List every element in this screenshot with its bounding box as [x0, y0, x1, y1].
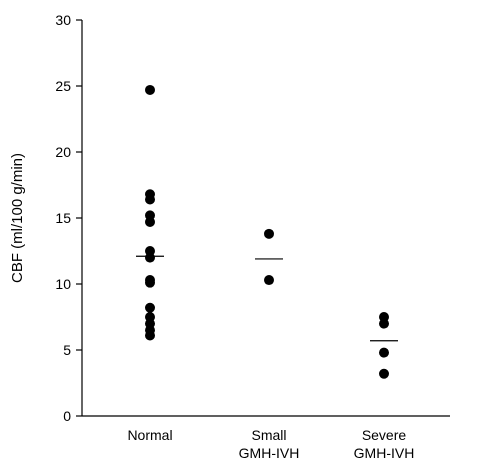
y-tick-label-0: 0 — [63, 408, 71, 424]
category-label-0-0: Normal — [127, 427, 172, 443]
data-point-2-2 — [379, 347, 389, 358]
y-tick-label-15: 15 — [55, 210, 71, 226]
data-point-0-2 — [145, 194, 155, 205]
y-tick-label-10: 10 — [55, 276, 71, 292]
category-label-2-1: GMH-IVH — [354, 445, 415, 461]
data-point-0-0 — [145, 84, 155, 95]
data-point-0-9 — [145, 302, 155, 313]
x-category-labels: Normal Small GMH-IVH Severe GMH-IVH — [127, 427, 414, 461]
y-axis-title: CBF (ml/100 g/min) — [9, 153, 26, 283]
category-label-1-1: GMH-IVH — [239, 445, 300, 461]
category-label-1-0: Small — [251, 427, 286, 443]
category-label-2-0: Severe — [362, 427, 407, 443]
axes — [81, 20, 450, 417]
data-point-1-0 — [264, 228, 274, 239]
data-point-2-1 — [379, 318, 389, 329]
y-ticks: 0 5 10 15 20 25 30 — [55, 12, 82, 424]
y-tick-label-20: 20 — [55, 144, 71, 160]
data-point-0-6 — [145, 252, 155, 263]
data-point-2-3 — [379, 368, 389, 379]
y-tick-label-30: 30 — [55, 12, 71, 28]
data-points — [145, 84, 389, 379]
y-tick-label-5: 5 — [63, 342, 71, 358]
data-point-0-13 — [145, 330, 155, 341]
data-point-0-8 — [145, 277, 155, 288]
data-point-1-1 — [264, 275, 274, 286]
data-point-0-4 — [145, 216, 155, 227]
mean-lines — [136, 255, 398, 342]
y-tick-label-25: 25 — [55, 78, 71, 94]
